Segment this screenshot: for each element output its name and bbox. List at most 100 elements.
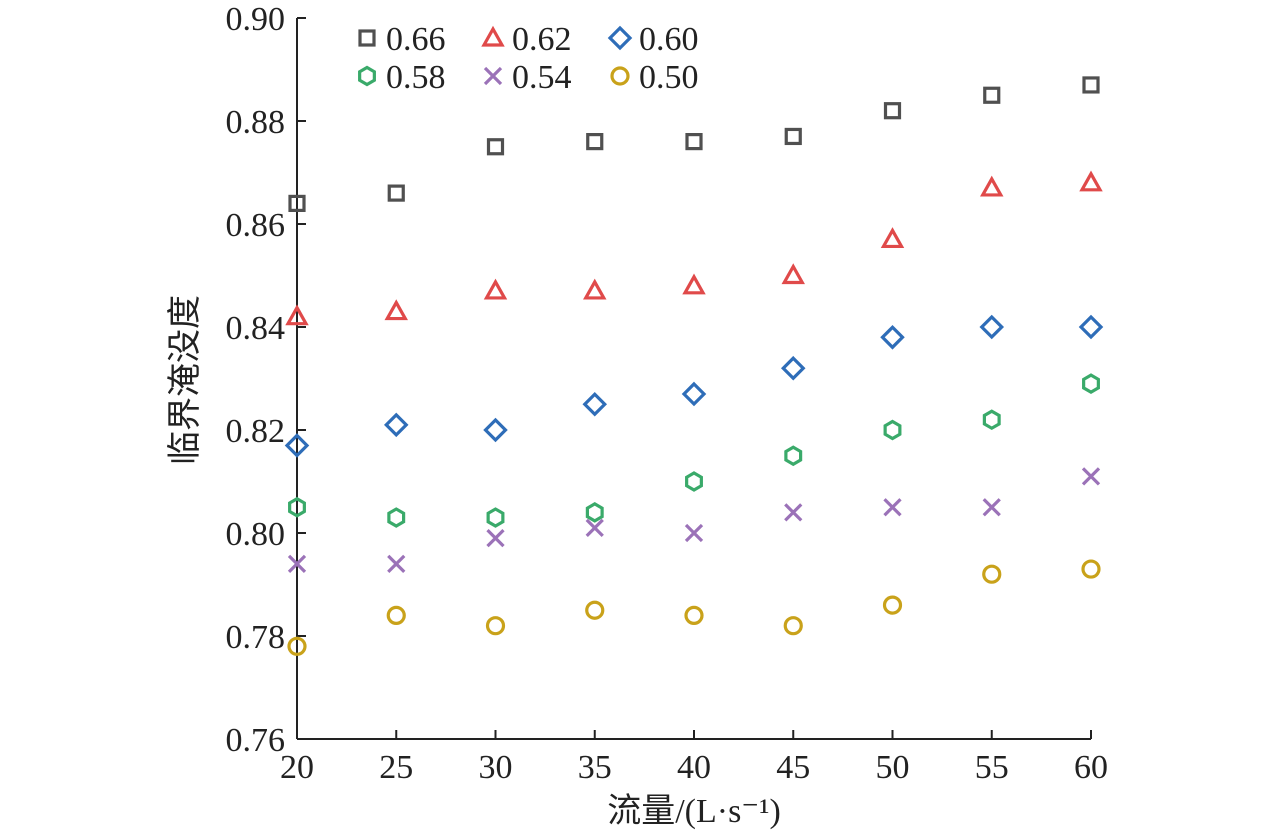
legend-marker — [358, 29, 376, 47]
legend-marker — [358, 65, 376, 87]
y-tick-label: 0.76 — [226, 722, 286, 759]
data-point — [585, 518, 604, 537]
data-point — [682, 273, 706, 295]
data-point — [585, 600, 605, 620]
data-point — [483, 417, 508, 443]
data-point — [585, 502, 604, 523]
data-point — [287, 636, 307, 656]
series-0.60 — [284, 314, 1104, 458]
y-axis-title: 临界淹没度 — [166, 295, 204, 465]
y-tick-label: 0.84 — [226, 310, 286, 347]
data-point — [486, 138, 505, 156]
legend-marker — [607, 25, 633, 51]
series-0.58 — [288, 373, 1100, 528]
y-tick-label: 0.90 — [226, 1, 286, 38]
legend-label: 0.54 — [512, 59, 572, 96]
data-point — [285, 304, 309, 326]
data-point — [983, 86, 1001, 104]
x-tick-label: 45 — [776, 749, 810, 786]
y-tick-label: 0.78 — [226, 619, 286, 656]
data-point — [982, 498, 1001, 517]
data-point — [1082, 373, 1100, 394]
data-point — [387, 184, 405, 202]
legend-marker — [610, 66, 630, 86]
data-point — [880, 325, 905, 350]
data-point — [486, 507, 505, 528]
legend-item: 0.58 — [358, 59, 446, 96]
data-point — [483, 278, 508, 300]
x-tick-label: 35 — [578, 749, 612, 786]
data-point — [288, 496, 306, 518]
legend-marker — [481, 25, 505, 47]
legend-label: 0.60 — [639, 21, 699, 58]
x-tick-label: 30 — [479, 749, 513, 786]
data-point — [784, 127, 802, 146]
data-point — [287, 554, 307, 574]
data-point — [485, 616, 506, 636]
legend-item: 0.50 — [610, 59, 699, 96]
legend-item: 0.60 — [607, 21, 699, 58]
series-0.66 — [288, 76, 1100, 212]
y-tick-label: 0.82 — [226, 413, 286, 450]
series-0.50 — [287, 559, 1101, 656]
y-tick-label: 0.86 — [226, 207, 286, 244]
data-point — [784, 445, 803, 467]
data-point — [880, 227, 905, 249]
legend-label: 0.66 — [386, 21, 446, 58]
data-point — [780, 355, 806, 381]
legend-marker — [483, 66, 503, 86]
legend-item: 0.66 — [358, 21, 446, 58]
series-0.62 — [285, 170, 1103, 326]
data-point — [1081, 467, 1101, 486]
data-point — [284, 433, 310, 458]
legend: 0.66 0.62 0.60 0.58 0.54 0.50 — [358, 21, 699, 96]
data-point — [583, 278, 607, 300]
data-point — [1082, 76, 1100, 94]
data-point — [883, 102, 902, 120]
data-point — [784, 503, 803, 522]
data-point — [486, 529, 505, 548]
data-point — [1078, 314, 1104, 340]
series-0.54 — [287, 467, 1101, 574]
data-point — [783, 616, 803, 636]
data-point — [883, 498, 902, 517]
data-point — [386, 605, 406, 626]
data-point — [982, 409, 1001, 431]
legend-label: 0.58 — [386, 59, 446, 96]
x-axis-title: 流量/(L·s⁻¹) — [607, 792, 781, 830]
data-point — [288, 194, 306, 212]
x-tick-label: 25 — [379, 749, 413, 786]
data-point — [384, 299, 408, 321]
x-tick-label: 20 — [280, 749, 314, 786]
data-point — [684, 605, 704, 626]
data-point — [979, 314, 1005, 340]
data-point — [586, 133, 604, 151]
x-tick-label: 40 — [677, 749, 711, 786]
legend-label: 0.50 — [639, 59, 699, 96]
data-point — [685, 133, 703, 151]
x-tick-label: 60 — [1074, 749, 1108, 786]
data-point — [582, 391, 608, 417]
y-tick-label: 0.80 — [226, 516, 286, 553]
y-tick-label: 0.88 — [226, 104, 286, 141]
x-tick-label: 50 — [876, 749, 910, 786]
data-point — [681, 381, 707, 407]
data-marks — [284, 76, 1104, 656]
data-point — [383, 412, 409, 438]
legend-item: 0.62 — [481, 21, 572, 58]
data-point — [882, 595, 903, 615]
axes: 0.76 0.78 0.80 0.82 0.84 0.86 0.88 0.90 20 25 30 35… — [226, 1, 1109, 786]
data-point — [980, 175, 1004, 197]
data-point — [387, 554, 406, 574]
data-point — [387, 507, 406, 528]
x-tick-label: 55 — [975, 749, 1009, 786]
data-point — [684, 523, 704, 543]
legend-label: 0.62 — [512, 21, 572, 58]
data-point — [883, 419, 902, 441]
data-point — [781, 263, 805, 285]
data-point — [1081, 559, 1101, 579]
legend-item: 0.54 — [483, 59, 572, 96]
data-point — [982, 564, 1002, 584]
data-point — [685, 471, 703, 492]
